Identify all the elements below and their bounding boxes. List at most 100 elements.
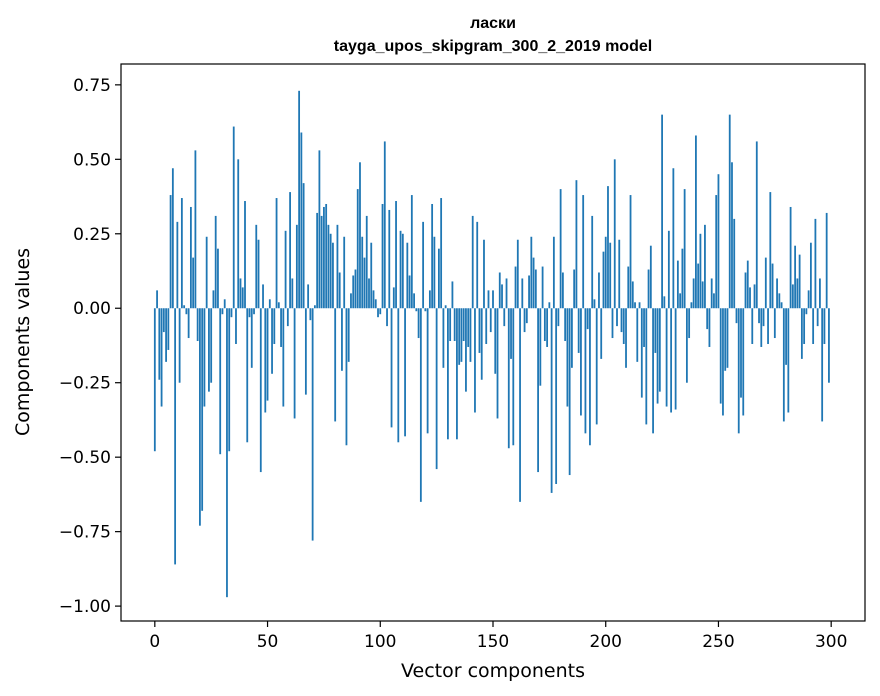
bar [681,248,684,309]
bar [701,281,704,309]
bar [410,195,413,309]
bar [719,308,722,404]
bar [819,278,821,309]
bar [298,90,301,309]
bar [710,278,713,309]
bar [548,302,551,309]
bar [586,308,589,330]
bar [239,278,242,309]
bar [717,174,720,309]
bar [178,308,181,383]
bar [487,290,490,309]
bar [598,272,600,309]
bar [212,290,215,309]
bar [262,284,264,309]
bar [313,305,316,309]
bar [208,308,210,392]
bar [575,180,578,309]
bar [539,308,542,386]
bar [316,212,319,309]
bar [392,287,395,309]
bar [568,308,571,476]
bar [744,272,747,309]
bar [350,293,352,309]
bar [735,308,738,324]
bar [638,302,641,309]
bar [726,308,729,368]
bar [706,308,709,330]
chart-subtitle: tayga_upos_skipgram_300_2_2019 model [334,38,652,55]
bar [447,308,449,440]
bar [386,308,388,327]
bar [652,308,654,434]
bar [377,308,379,318]
bar [825,212,828,309]
bar [564,308,567,342]
bar [201,308,204,511]
bar [264,308,267,413]
bar [419,308,422,502]
x-axis-label: Vector components [401,660,585,682]
bar [205,236,208,309]
bar [636,308,639,362]
bar [467,308,470,347]
bar [408,275,411,309]
bar [724,308,727,371]
bar [534,269,537,309]
bar [356,189,359,309]
x-tick-label: 100 [364,632,396,652]
bar [507,308,510,449]
bar [722,308,724,416]
x-tick-label: 200 [590,632,622,652]
bar [347,308,350,362]
bar [217,248,219,309]
bar [699,233,702,309]
bar [309,308,312,321]
bar [259,308,262,473]
bar [323,206,325,309]
bar [485,308,488,344]
bar [451,281,454,309]
bar [591,215,594,309]
bar [273,308,276,344]
bar [352,275,355,309]
bar [629,195,632,309]
bar [769,192,772,309]
bar [584,308,587,434]
bar [631,281,634,309]
bar [462,308,465,342]
bar [559,189,562,309]
bar [672,168,675,309]
bar [426,308,429,434]
bar [368,278,370,309]
bar [656,308,659,404]
bar [158,308,161,380]
bar [226,308,228,598]
bar [595,308,598,425]
bar [760,308,763,347]
bar [246,308,249,443]
bar [180,198,183,309]
bar [374,299,377,309]
bar [266,308,269,401]
bar [674,308,677,410]
bar [300,132,303,309]
bar [345,308,348,446]
bar [480,308,483,380]
bar [746,260,749,309]
bar [546,308,549,347]
bar [370,242,373,309]
bar [607,186,609,309]
bar [329,233,332,309]
bar [248,308,251,318]
y-tick-label: −0.50 [59,448,111,468]
bar [580,308,582,416]
bar [516,239,519,309]
bar [165,308,167,362]
bar [250,308,253,368]
bar [778,293,781,309]
bar [210,308,213,383]
bar [796,278,799,309]
bar [494,308,497,374]
bar [622,308,625,344]
